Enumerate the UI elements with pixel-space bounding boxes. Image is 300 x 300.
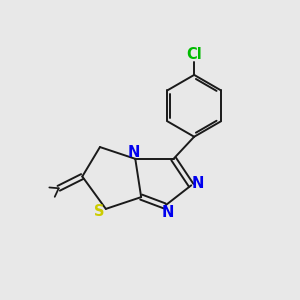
Text: N: N: [128, 145, 140, 160]
Text: N: N: [191, 176, 204, 191]
Text: S: S: [94, 204, 105, 219]
Text: N: N: [161, 205, 174, 220]
Text: Cl: Cl: [186, 47, 202, 62]
